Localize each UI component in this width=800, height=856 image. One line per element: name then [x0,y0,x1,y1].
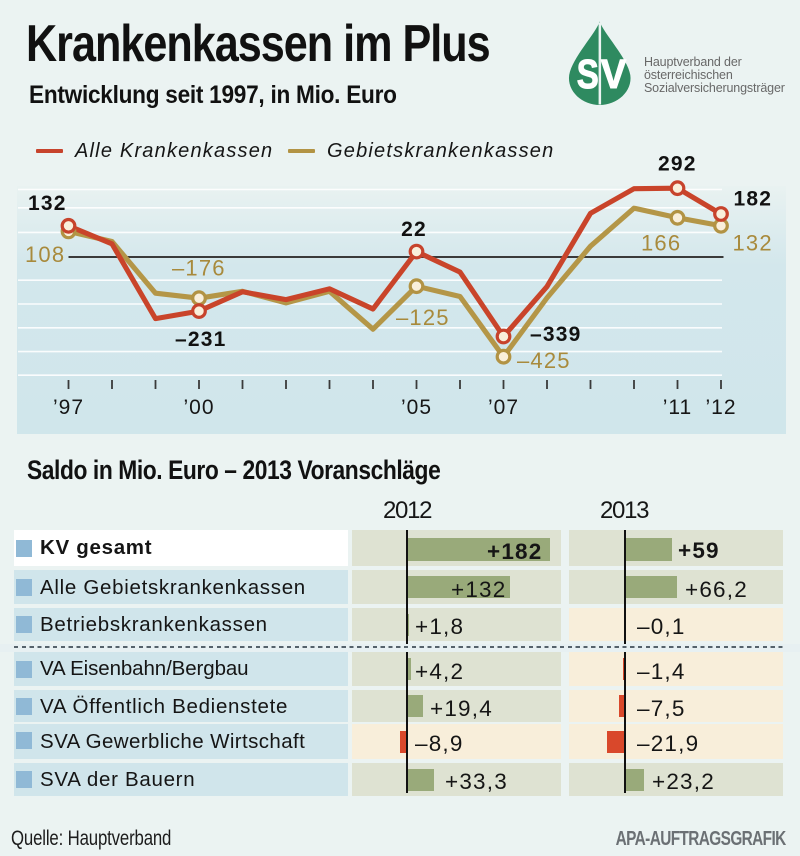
svg-text:166: 166 [641,231,681,256]
svg-text:–125: –125 [396,305,450,330]
svg-text:V: V [601,51,627,97]
svg-text:’97: ’97 [53,396,84,419]
svg-text:S: S [577,51,599,97]
svg-text:’00: ’00 [183,396,214,419]
svg-text:’07: ’07 [488,396,519,419]
svg-text:’05: ’05 [401,396,432,419]
svg-text:132: 132 [733,231,773,256]
svg-text:108: 108 [25,242,65,267]
svg-text:22: 22 [401,218,427,241]
svg-text:–176: –176 [172,256,226,281]
svg-text:–231: –231 [175,328,227,351]
svg-text:’12: ’12 [705,396,736,419]
svg-text:132: 132 [28,192,67,215]
svg-text:’11: ’11 [663,396,692,419]
svg-text:–339: –339 [530,323,582,346]
svg-text:–425: –425 [517,348,571,373]
svg-text:292: 292 [658,153,697,176]
svg-text:182: 182 [734,188,773,211]
